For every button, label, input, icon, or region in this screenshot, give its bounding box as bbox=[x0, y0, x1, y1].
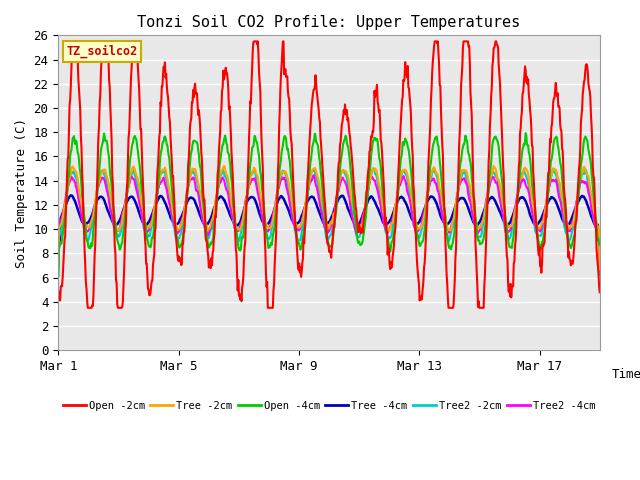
Title: Tonzi Soil CO2 Profile: Upper Temperatures: Tonzi Soil CO2 Profile: Upper Temperatur… bbox=[138, 15, 520, 30]
Legend: Open -2cm, Tree -2cm, Open -4cm, Tree -4cm, Tree2 -2cm, Tree2 -4cm: Open -2cm, Tree -2cm, Open -4cm, Tree -4… bbox=[59, 396, 599, 415]
X-axis label: Time: Time bbox=[612, 368, 640, 381]
Text: TZ_soilco2: TZ_soilco2 bbox=[67, 45, 138, 58]
Y-axis label: Soil Temperature (C): Soil Temperature (C) bbox=[15, 118, 28, 268]
